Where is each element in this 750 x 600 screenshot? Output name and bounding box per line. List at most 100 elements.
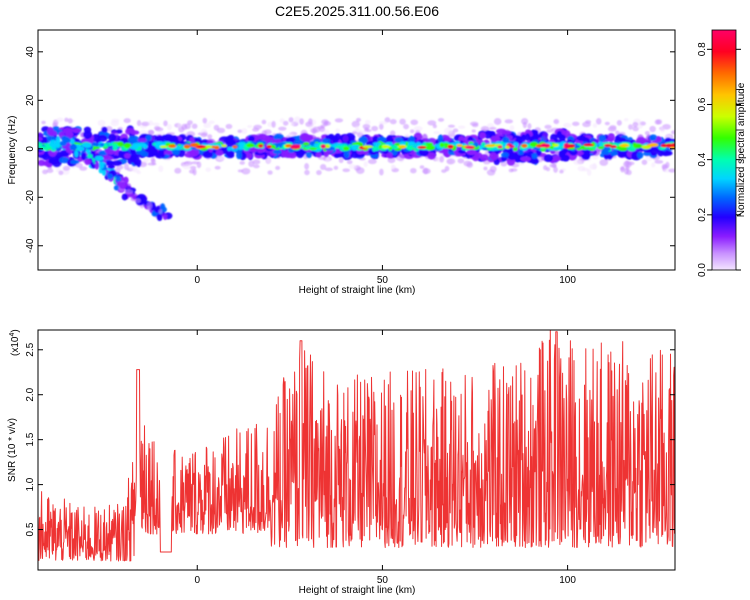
spectrogram-cell: [623, 118, 629, 122]
spectrogram-cell: [603, 143, 612, 147]
spectrogram-cell: [282, 120, 289, 126]
spectrogram-cell: [452, 128, 459, 133]
spectrogram-cell: [202, 117, 208, 124]
spectrogram-cell: [148, 130, 155, 136]
spectrogram-cell: [585, 120, 592, 124]
spectrogram-cell: [383, 145, 391, 149]
spectrogram-cell: [227, 146, 232, 151]
spectrogram-cell: [46, 168, 54, 174]
spectrogram-cell: [333, 153, 340, 159]
spectrogram-cell: [497, 145, 503, 149]
spectrogram-cell: [94, 161, 100, 170]
spectrogram-cell: [296, 149, 306, 157]
spectrogram-cell: [144, 147, 155, 153]
snr-panel: 0 50 100 0.5 1.0 1.5 2.0 2.5 Height of straight…: [7, 329, 676, 596]
spectrogram-cell: [389, 119, 397, 125]
spectrogram-cell: [81, 152, 87, 161]
spectrogram-cell: [129, 145, 139, 150]
spectrogram-cell: [62, 137, 71, 144]
snr-x-tick-label: 100: [559, 575, 576, 586]
spectrogram-cell: [355, 117, 362, 122]
spectrogram-cell: [559, 149, 567, 156]
spectrogram-cell: [363, 161, 368, 168]
spectrogram-cell: [343, 150, 350, 158]
spectrogram-cell: [116, 164, 124, 170]
spectrogram-cell: [486, 130, 496, 136]
spectrogram-cell: [671, 130, 675, 135]
spectrogram-cell: [333, 165, 339, 170]
spectrogram-cell: [615, 145, 624, 150]
spectrogram-cell: [665, 143, 673, 148]
spectrogram-cell: [158, 209, 163, 214]
spectrogram-cell: [184, 152, 196, 158]
spectrogram-cell: [279, 118, 285, 123]
spectrogram-cell: [111, 160, 123, 166]
spectrogram-cell: [668, 168, 675, 173]
spectrogram-cell: [616, 120, 622, 126]
snr-y-axis-label: SNR (10 * v/v): [7, 418, 18, 482]
spectrogram-cell: [410, 119, 419, 126]
spectrogram-x-tick-label: 50: [377, 275, 389, 286]
spectrogram-cell: [582, 149, 591, 154]
spectrogram-cell: [599, 159, 609, 166]
spectrogram-cell: [91, 133, 101, 142]
spectrogram-cell: [189, 165, 197, 170]
spectrogram-cell: [205, 167, 211, 173]
spectrogram-cell: [121, 193, 128, 201]
spectrogram-cell: [266, 145, 272, 149]
spectrogram-cell: [447, 124, 455, 128]
spectrogram-x-tick-label: 0: [194, 275, 200, 286]
spectrogram-cell: [362, 145, 373, 149]
spectrogram-cell: [266, 157, 272, 164]
spectrogram-cell: [202, 151, 214, 159]
spectrogram-cell: [394, 137, 404, 143]
spectrogram-cell: [313, 143, 319, 147]
spectrogram-cell: [79, 166, 88, 171]
spectrogram-cell: [65, 130, 74, 139]
spectrogram-cell: [152, 122, 160, 126]
colorbar-ticks: 0.0 0.2 0.4 0.6 0.8: [697, 42, 741, 277]
spectrogram-cell: [129, 148, 136, 155]
spectrogram-cell: [64, 117, 69, 122]
spectrogram-cell: [101, 169, 107, 176]
spectrogram-cell: [91, 142, 97, 147]
spectrogram-cell: [391, 164, 396, 170]
spectrogram-cell: [466, 162, 474, 168]
spectrogram-cell: [663, 168, 671, 173]
spectrogram-cell: [134, 198, 141, 204]
spectrogram-cell: [589, 163, 598, 170]
spectrogram-cell: [124, 163, 129, 170]
spectrogram-cell: [183, 144, 191, 149]
spectrogram-cell: [338, 157, 344, 164]
spectrogram-cell: [422, 168, 431, 175]
spectrogram-cell: [246, 152, 253, 159]
spectrogram-cell: [641, 144, 652, 150]
snr-y-scale-label: (x104): [9, 329, 21, 356]
spectrogram-cell: [384, 117, 391, 123]
spectrogram-cell: [309, 147, 318, 151]
spectrogram-cell: [607, 133, 615, 142]
colorbar: 0.0 0.2 0.4 0.6 0.8 Normalized spectral ampl…: [697, 29, 747, 277]
spectrogram-cell: [112, 145, 118, 151]
spectrogram-cell: [49, 139, 58, 148]
spectrogram-cell: [196, 145, 207, 149]
spectrogram-cell: [427, 120, 437, 126]
spectrogram-cell: [491, 155, 497, 161]
colorbar-tick-label: 0.6: [697, 97, 708, 111]
spectrogram-cell: [659, 126, 666, 133]
spectrogram-cell: [425, 142, 434, 146]
spectrogram-cell: [623, 160, 632, 168]
spectrogram-cell: [552, 143, 559, 147]
spectrogram-cell: [275, 165, 281, 171]
spectrogram-cell: [604, 121, 610, 126]
spectrogram-cell: [70, 159, 80, 165]
spectrogram-cell: [214, 165, 221, 170]
colorbar-tick-label: 0.4: [697, 152, 708, 166]
spectrogram-cell: [351, 144, 360, 148]
spectrogram-cell: [156, 213, 161, 220]
spectrogram-cell: [543, 154, 554, 163]
spectrogram-cell: [632, 143, 643, 149]
spectrogram-cell: [378, 121, 388, 125]
spectrogram-cell: [136, 120, 142, 127]
spectrogram-cell: [425, 145, 436, 151]
